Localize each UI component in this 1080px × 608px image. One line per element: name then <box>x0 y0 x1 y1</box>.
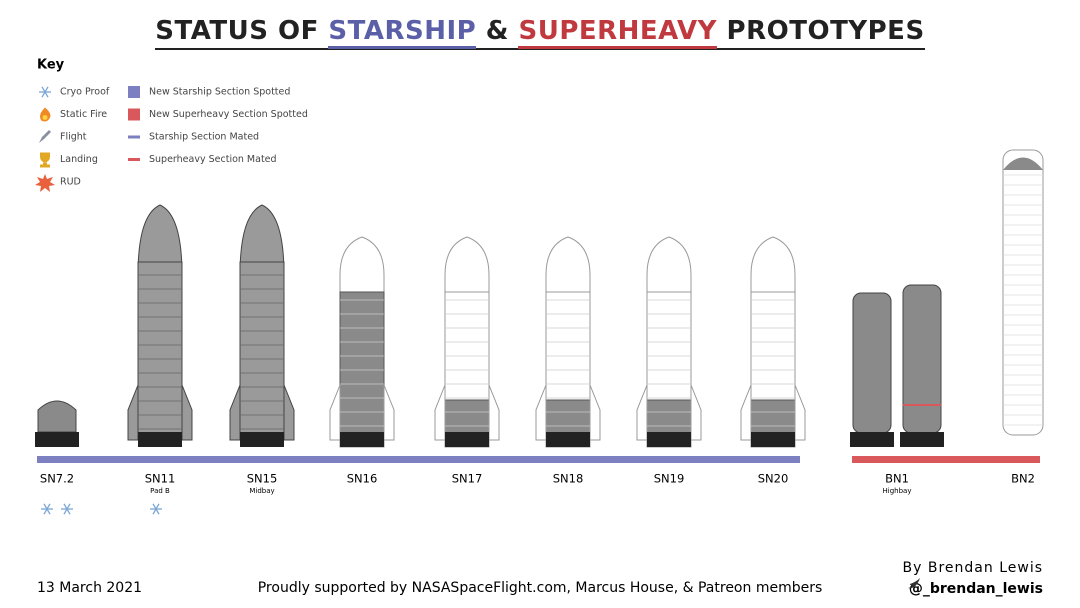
stand <box>647 432 691 447</box>
nose-cone <box>137 204 183 276</box>
fin <box>488 384 500 441</box>
tank <box>37 400 77 433</box>
title-wrap: STATUS OF STARSHIP & SUPERHEAVY PROTOTYP… <box>155 16 925 50</box>
prototype-name: SN7.2 <box>40 472 74 486</box>
fin <box>535 384 547 441</box>
fire-core <box>42 115 48 120</box>
prototype-name: SN20 <box>758 472 789 486</box>
prototype-name: SN18 <box>553 472 584 486</box>
nose-cone <box>339 236 385 293</box>
key-label: Static Fire <box>60 109 107 120</box>
fin <box>229 384 241 441</box>
superheavy-bar <box>852 456 1040 463</box>
handle: @_brendan_lewis <box>909 581 1043 597</box>
prototype-name: SN15 <box>247 472 278 486</box>
ship-section <box>646 399 692 438</box>
fin <box>690 384 702 441</box>
fin <box>283 384 295 441</box>
key-label: Starship Section Mated <box>149 132 259 143</box>
prototype-name: SN11 <box>145 472 176 486</box>
key-swatch <box>128 108 140 121</box>
title-text: & <box>476 16 519 46</box>
snowflake-icon <box>39 86 51 98</box>
prototype-name: BN2 <box>1011 472 1035 486</box>
fin <box>636 384 648 441</box>
title-text: PROTOTYPES <box>717 16 925 46</box>
prototype-name: BN1 <box>885 472 909 486</box>
key-label: RUD <box>60 177 81 188</box>
stand <box>35 432 79 447</box>
starship-bar <box>37 456 800 463</box>
key-swatch <box>128 86 140 98</box>
stand <box>340 432 384 447</box>
title-text: STATUS OF <box>155 16 329 46</box>
support: Proudly supported by NASASpaceFlight.com… <box>258 580 823 596</box>
key-label: Superheavy Section Mated <box>149 154 277 165</box>
prototype-location: Midbay <box>249 487 274 495</box>
fin <box>434 384 446 441</box>
key-label: New Starship Section Spotted <box>149 87 290 98</box>
title: STATUS OF STARSHIP & SUPERHEAVY PROTOTYP… <box>0 16 1080 50</box>
nose-cone <box>444 236 490 293</box>
ship-body <box>137 261 183 438</box>
booster-outline <box>1002 149 1044 436</box>
snowflake-icon <box>61 503 73 515</box>
fin <box>329 384 341 441</box>
key-label: New Superheavy Section Spotted <box>149 109 308 120</box>
byline: By Brendan Lewis <box>903 560 1043 576</box>
nose-cone <box>646 236 692 293</box>
trophy-icon <box>40 152 50 168</box>
booster-section <box>852 292 892 434</box>
prototype-name: SN16 <box>347 472 378 486</box>
key-label: Landing <box>60 154 98 165</box>
stand <box>850 432 894 447</box>
nose-cone <box>750 236 796 293</box>
stand <box>546 432 590 447</box>
snowflake-icon <box>150 503 162 515</box>
key-title: Key <box>37 58 65 73</box>
snowflake-icon <box>41 503 53 515</box>
nose-cone <box>239 204 285 276</box>
stand <box>240 432 284 447</box>
booster-section <box>902 284 942 434</box>
snowflake-arm <box>43 503 51 515</box>
fin <box>589 384 601 441</box>
booster-dome <box>1003 157 1043 170</box>
snowflake-arm <box>152 503 160 515</box>
key-label: Cryo Proof <box>60 87 110 98</box>
snowflake-arm <box>63 503 71 515</box>
fin <box>127 384 139 441</box>
snowflake-arm <box>41 86 49 98</box>
prototype-name: SN19 <box>654 472 685 486</box>
prototype-location: Pad B <box>150 487 170 495</box>
stand <box>445 432 489 447</box>
rocket-icon <box>39 130 51 143</box>
key-label: Flight <box>60 132 87 143</box>
stand <box>900 432 944 447</box>
stand <box>138 432 182 447</box>
ship-section <box>444 399 490 438</box>
ship-section <box>339 291 385 438</box>
ship-body <box>239 261 285 438</box>
fin <box>383 384 395 441</box>
bird-icon <box>908 578 920 589</box>
date: 13 March 2021 <box>37 580 142 596</box>
title-superheavy: SUPERHEAVY <box>518 16 717 49</box>
fin <box>181 384 193 441</box>
prototype-location: Highbay <box>883 487 912 495</box>
nose-cone <box>545 236 591 293</box>
fin <box>740 384 752 441</box>
rud-icon <box>35 174 55 192</box>
fin <box>794 384 806 441</box>
title-starship: STARSHIP <box>328 16 477 49</box>
stand <box>751 432 795 447</box>
ship-section <box>750 399 796 438</box>
ship-section <box>545 399 591 438</box>
prototype-name: SN17 <box>452 472 483 486</box>
